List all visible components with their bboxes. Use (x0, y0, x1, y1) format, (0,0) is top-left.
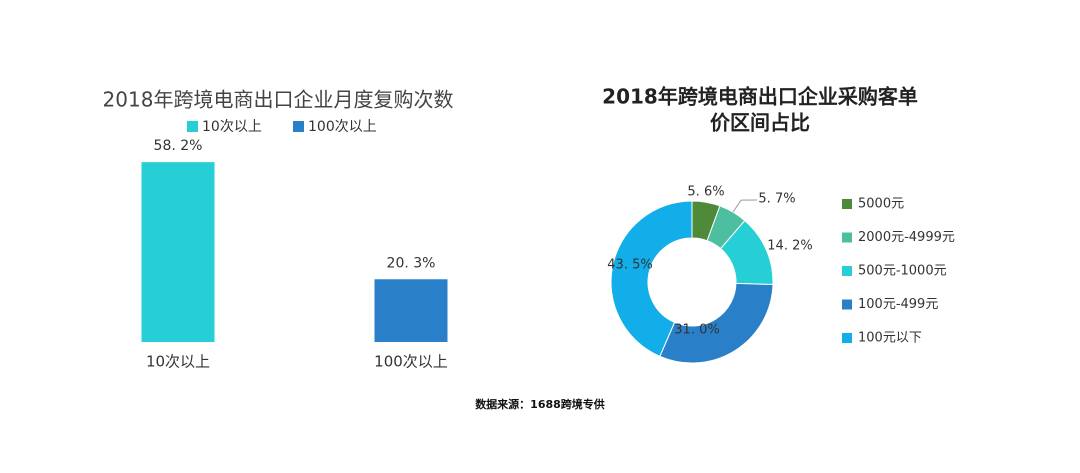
x-tick-label: 10次以上 (146, 353, 210, 371)
donut-slice (659, 282, 774, 364)
value-label: 5. 6% (687, 185, 724, 200)
legend-swatch (842, 299, 852, 310)
legend-label: 2000元-4999元 (858, 230, 955, 245)
value-label: 31. 0% (674, 323, 719, 338)
legend-swatch (842, 199, 852, 209)
chart-title: 2018年跨境电商出口企业采购客单 (602, 85, 918, 109)
legend-swatch (293, 121, 304, 132)
value-label: 14. 2% (767, 239, 812, 254)
leader-line (732, 199, 758, 213)
legend-swatch (187, 121, 198, 132)
value-label: 20. 3% (387, 255, 436, 271)
source: 数据来源：1688跨境专供 (475, 397, 605, 411)
legend-label: 100元-499元 (858, 297, 938, 312)
chart-title: 价区间占比 (710, 111, 810, 135)
bar (141, 162, 215, 342)
donut-slice (610, 200, 693, 357)
legend-label: 500元-1000元 (858, 264, 947, 279)
legend-label: 10次以上 (202, 119, 262, 135)
legend-swatch (842, 266, 852, 276)
x-tick-label: 100次以上 (374, 353, 448, 371)
bar (374, 279, 448, 342)
legend-label: 100次以上 (308, 119, 377, 135)
value-label: 43. 5% (607, 258, 652, 273)
legend-swatch (842, 333, 852, 343)
value-label: 5. 7% (758, 192, 795, 207)
value-label: 58. 2% (154, 138, 203, 154)
legend-label: 5000元 (858, 197, 904, 212)
legend-swatch (842, 232, 852, 243)
chart-title: 2018年跨境电商出口企业月度复购次数 (103, 88, 454, 112)
legend-label: 100元以下 (858, 331, 922, 346)
